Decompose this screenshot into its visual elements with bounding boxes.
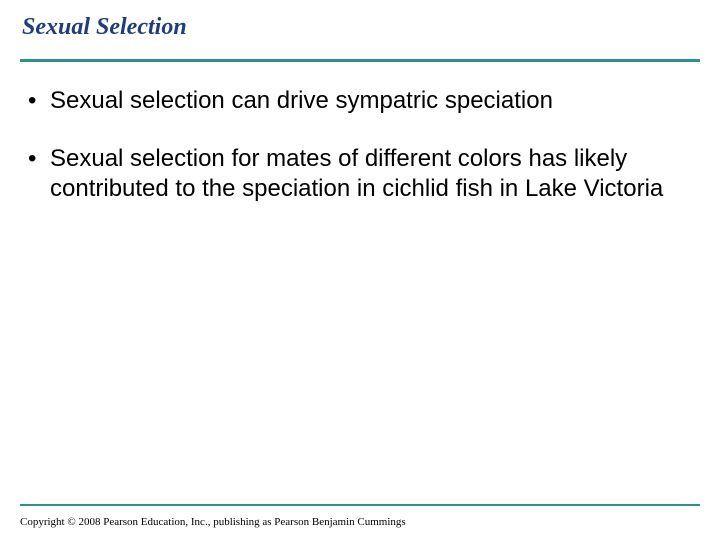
bullet-icon: • (28, 144, 50, 204)
copyright-footer: Copyright © 2008 Pearson Education, Inc.… (20, 516, 406, 528)
slide-container: Sexual Selection • Sexual selection can … (0, 0, 720, 540)
slide-content: • Sexual selection can drive sympatric s… (20, 86, 700, 204)
bullet-icon: • (28, 86, 50, 116)
list-item: • Sexual selection can drive sympatric s… (28, 86, 700, 116)
divider-bottom (20, 504, 700, 506)
divider-top (20, 59, 700, 62)
slide-title: Sexual Selection (20, 14, 700, 41)
bullet-text: Sexual selection for mates of different … (50, 144, 700, 204)
bullet-text: Sexual selection can drive sympatric spe… (50, 86, 700, 116)
list-item: • Sexual selection for mates of differen… (28, 144, 700, 204)
